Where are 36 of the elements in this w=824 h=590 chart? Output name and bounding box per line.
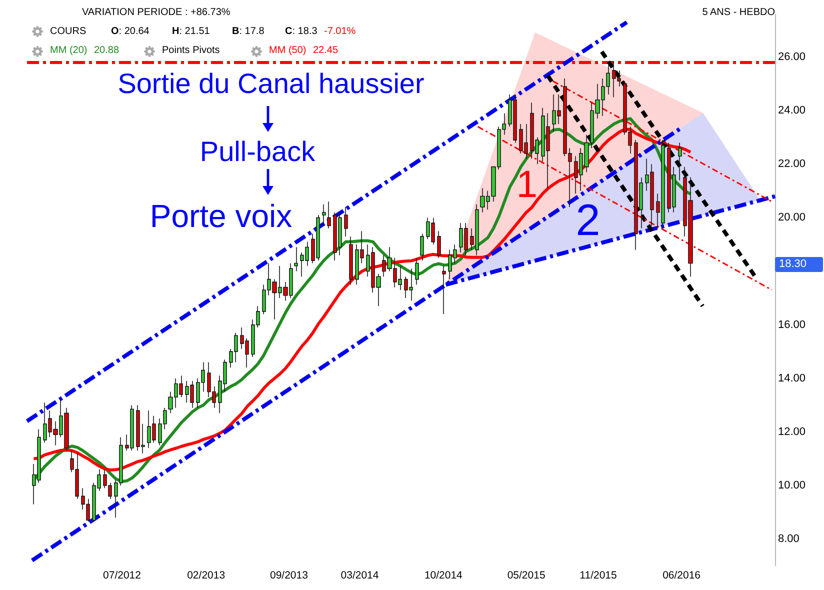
annotation: 1 — [516, 164, 538, 206]
annotation: Porte voix — [150, 198, 292, 234]
y-tick-label: 14.00 — [778, 372, 806, 384]
text: MM (50) — [269, 45, 306, 56]
x-tick-label: 05/2015 — [507, 569, 546, 582]
y-tick-label: 10.00 — [778, 479, 806, 492]
text: 18.30 — [775, 256, 823, 272]
text: MM (20) — [50, 45, 88, 56]
x-tick-label: 11/2015 — [580, 569, 618, 582]
x-tick-label: 06/2016 — [662, 569, 701, 582]
y-tick-label: 16.00 — [778, 318, 806, 331]
text: COURS — [50, 26, 86, 37]
y-tick-label: 26.00 — [778, 51, 806, 64]
chart-title: VARIATION PERIODE : +86.73% — [82, 6, 230, 18]
annotation: 22.45 — [313, 45, 338, 56]
x-tick-label: 03/2014 — [340, 569, 379, 582]
annotation: Sortie du Canal haussier — [118, 68, 424, 99]
annotation: Points Pivots — [162, 45, 220, 56]
x-tick-label: 07/2012 — [103, 569, 142, 582]
y-tick-label: 20.00 — [778, 212, 806, 224]
y-tick-label: 22.00 — [778, 158, 806, 170]
y-tick-label: 8.00 — [778, 533, 800, 546]
y-tick-label: 12.00 — [778, 426, 806, 438]
annotation: 20.88 — [94, 45, 120, 56]
annotation: Pull-back — [200, 136, 316, 167]
x-tick-label: 10/2014 — [424, 569, 463, 582]
annotation: 2 — [576, 196, 600, 245]
y-tick-label: 24.00 — [778, 104, 806, 117]
annotation: -7.01% — [324, 26, 356, 37]
x-tick-label: 09/2013 — [270, 569, 308, 582]
annotation: B: 17.8 — [232, 26, 264, 37]
annotation: C: 18.3 — [285, 26, 318, 37]
chart-subtitle: 5 ANS - HEBDO — [702, 6, 775, 18]
annotation: O: 20.64 — [111, 26, 150, 37]
annotation: H: 21.51 — [172, 26, 210, 37]
x-tick-label: 02/2013 — [187, 569, 226, 582]
